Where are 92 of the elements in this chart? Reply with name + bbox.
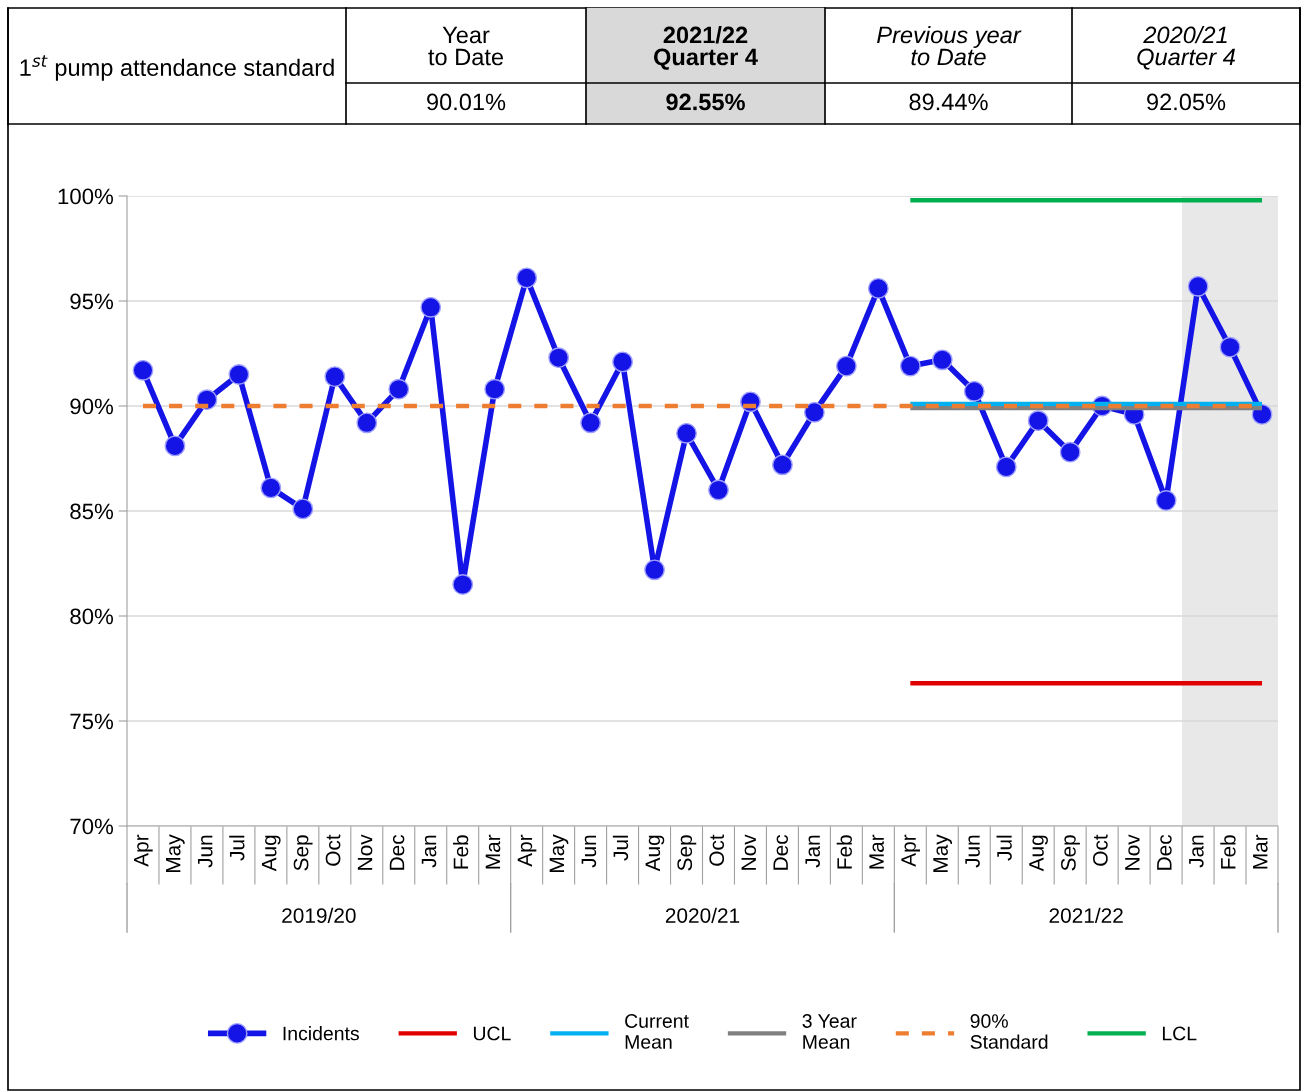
x-tick-label: Jun xyxy=(197,835,213,868)
text: 90.01% xyxy=(427,93,506,111)
point xyxy=(1219,336,1241,358)
legend-label: 90% Standard xyxy=(970,1014,1048,1049)
x-tick-label: Jan xyxy=(805,835,820,868)
legend-label: LCL xyxy=(1162,1026,1197,1041)
point xyxy=(899,355,921,377)
point xyxy=(484,378,506,400)
legend-label: Incidents xyxy=(283,1026,359,1041)
point xyxy=(420,296,442,318)
point xyxy=(228,364,250,385)
x-tick-label: Jan xyxy=(1189,835,1204,868)
point xyxy=(963,380,985,402)
point xyxy=(931,349,953,371)
point xyxy=(612,351,633,373)
text: 2020/21 Quarter 4 xyxy=(1137,25,1235,70)
point xyxy=(388,378,410,400)
point xyxy=(772,454,793,476)
point xyxy=(292,498,314,520)
x-tick-label: May xyxy=(166,834,185,872)
x-tick-label: Aug xyxy=(1029,835,1048,872)
x-tick-label: Dec xyxy=(773,834,789,870)
point xyxy=(995,456,1017,478)
text: Year to Date xyxy=(428,26,504,66)
text: 2020/21 xyxy=(665,907,740,923)
x-tick-label: Sep xyxy=(1061,835,1080,871)
legend-label: 3 Year Mean xyxy=(802,1014,857,1049)
x-tick-label: Mar xyxy=(869,834,884,869)
y-tick-label: 85% xyxy=(70,503,114,520)
text: 92.05% xyxy=(1147,93,1226,111)
x-tick-label: Apr xyxy=(134,834,153,867)
y-tick-label: 95% xyxy=(70,293,114,310)
point xyxy=(644,559,665,581)
point xyxy=(164,435,186,457)
x-tick-label: Jul xyxy=(229,835,245,861)
x-tick-label: Dec xyxy=(1157,834,1172,870)
point xyxy=(516,267,538,289)
text: 2021/22 Quarter 4 xyxy=(653,25,758,70)
x-tick-label: Jun xyxy=(581,835,597,868)
y-tick-label: 100% xyxy=(58,188,114,205)
legend-label: UCL xyxy=(473,1026,511,1041)
point xyxy=(356,412,378,434)
point xyxy=(260,477,282,499)
x-tick-label: Aug xyxy=(645,835,665,872)
chart-title: 1$^{st}$ pump attendance standard xyxy=(20,55,334,81)
x-tick-label: Nov xyxy=(741,834,757,870)
x-tick-label: Sep xyxy=(293,835,313,871)
x-tick-label: Jul xyxy=(996,835,1012,861)
text: 92.55% xyxy=(666,93,745,111)
x-tick-label: Mar xyxy=(1253,834,1268,869)
x-tick-label: Dec xyxy=(389,834,405,870)
point xyxy=(676,422,697,444)
point xyxy=(452,574,474,595)
x-tick-label: Oct xyxy=(325,834,341,866)
y-tick-label: 90% xyxy=(70,398,114,415)
text: 2019/20 xyxy=(282,907,356,923)
point xyxy=(708,479,729,501)
x-tick-label: May xyxy=(549,834,569,872)
point xyxy=(1027,410,1049,432)
text: 89.44% xyxy=(909,93,988,111)
legend-label: Current Mean xyxy=(625,1014,689,1049)
x-tick-label: May xyxy=(933,834,952,872)
x-tick-label: Nov xyxy=(1125,834,1140,870)
point xyxy=(1187,275,1209,297)
point xyxy=(1155,490,1177,511)
x-tick-label: Apr xyxy=(901,834,921,867)
point xyxy=(580,412,602,434)
x-tick-label: Oct xyxy=(1092,834,1108,866)
x-tick-label: Feb xyxy=(453,835,469,869)
y-tick-label: 75% xyxy=(70,713,114,730)
point xyxy=(324,366,346,388)
x-tick-label: Jun xyxy=(965,835,980,868)
y-tick-label: 80% xyxy=(70,608,114,625)
point xyxy=(132,359,154,381)
text: 2021/22 xyxy=(1049,907,1123,923)
x-tick-label: Oct xyxy=(709,834,725,866)
text: Previous year to Date xyxy=(877,25,1022,66)
x-tick-label: Jul xyxy=(612,835,629,861)
x-tick-label: Aug xyxy=(261,835,281,872)
point xyxy=(835,355,857,377)
x-tick-label: Nov xyxy=(357,834,373,870)
point xyxy=(803,401,825,423)
point xyxy=(867,277,889,299)
x-tick-label: Jan xyxy=(421,835,437,868)
y-tick-label: 70% xyxy=(70,818,114,835)
x-tick-label: Apr xyxy=(517,834,537,867)
x-tick-label: Mar xyxy=(485,834,501,869)
x-tick-label: Feb xyxy=(1220,835,1236,869)
point xyxy=(1059,441,1081,463)
x-tick-label: Sep xyxy=(677,835,697,871)
x-tick-label: Feb xyxy=(836,835,852,869)
point xyxy=(548,347,570,369)
